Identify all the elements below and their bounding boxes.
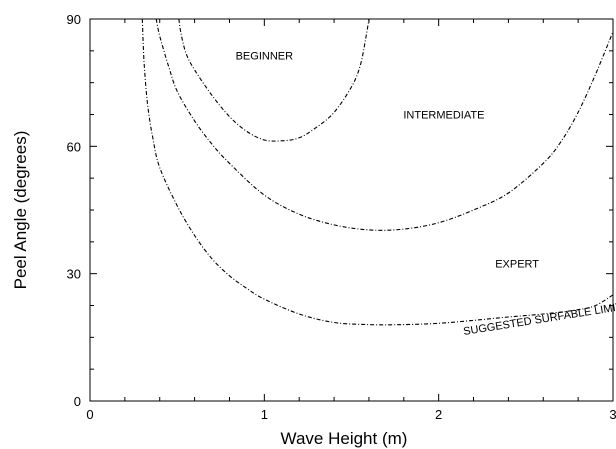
axis-ticks — [89, 18, 614, 402]
series-lines — [141, 18, 614, 326]
annotation-label: BEGINNER — [236, 50, 294, 62]
series-line-beginner — [178, 18, 370, 142]
series-line-expert — [141, 18, 614, 326]
x-axis-title: Wave Height (m) — [281, 429, 408, 448]
x-tick-label: 0 — [86, 407, 93, 422]
annotation-label: SUGGESTED SURFABLE LIMIT — [462, 301, 616, 338]
annotations: BEGINNER INTERMEDIATE EXPERT SUGGESTED SURF… — [236, 50, 616, 338]
annotation-label: INTERMEDIATE — [403, 110, 484, 122]
series-line-intermediate — [155, 18, 614, 231]
x-tick-label: 1 — [261, 407, 268, 422]
y-tick-label: 30 — [67, 267, 81, 282]
y-axis-title: Peel Angle (degrees) — [11, 131, 30, 290]
y-tick-label: 60 — [67, 139, 81, 154]
plot-area-frame — [89, 18, 614, 402]
x-tick-label: 2 — [435, 407, 442, 422]
x-tick-label: 3 — [609, 407, 616, 422]
annotation-label: EXPERT — [495, 258, 539, 270]
y-tick-label: 90 — [67, 12, 81, 27]
y-tick-label: 0 — [74, 394, 81, 409]
